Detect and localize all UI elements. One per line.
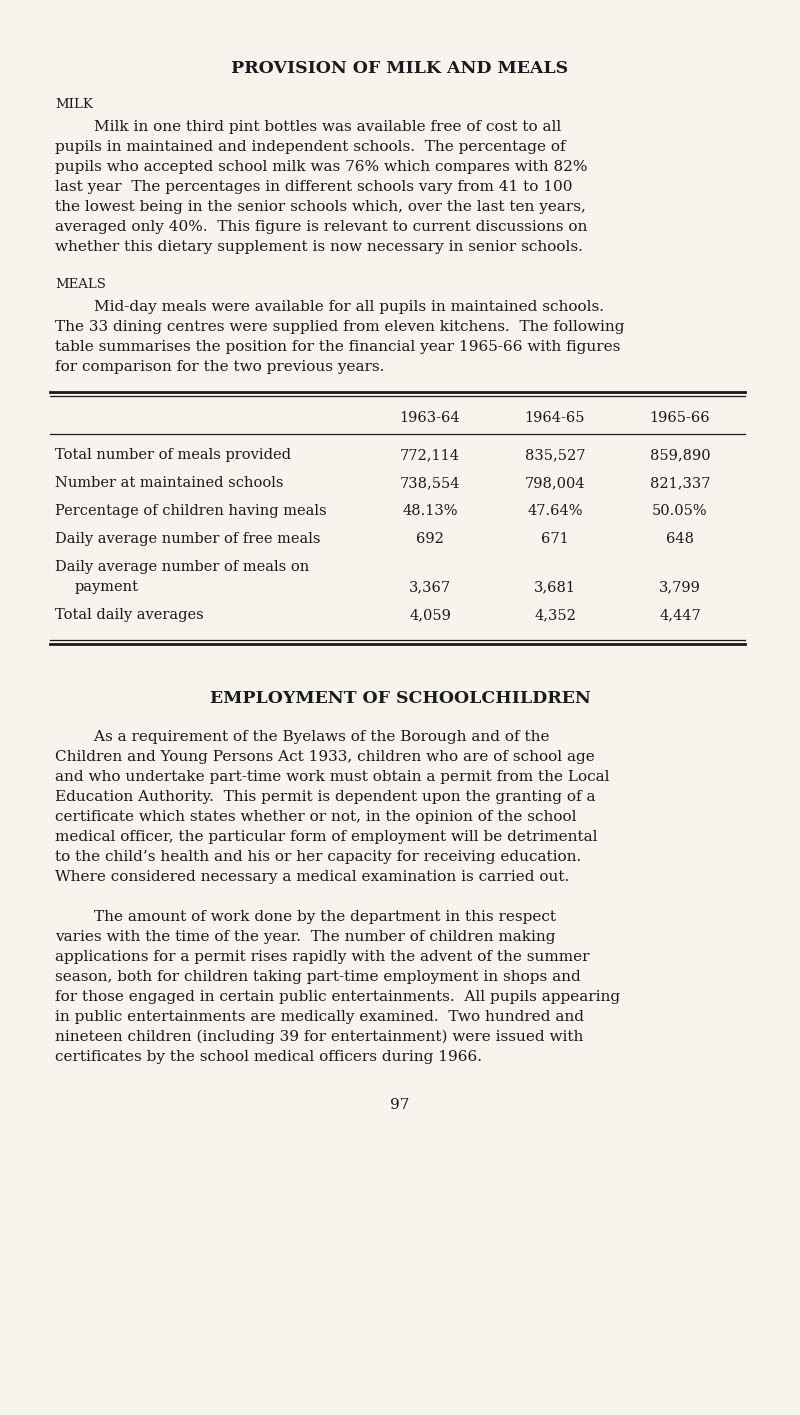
Text: As a requirement of the Byelaws of the Borough and of the: As a requirement of the Byelaws of the B… — [55, 730, 550, 744]
Text: 1965-66: 1965-66 — [650, 410, 710, 424]
Text: Daily average number of free meals: Daily average number of free meals — [55, 532, 321, 546]
Text: for those engaged in certain public entertainments.  All pupils appearing: for those engaged in certain public ente… — [55, 990, 620, 1005]
Text: to the child’s health and his or her capacity for receiving education.: to the child’s health and his or her cap… — [55, 850, 582, 865]
Text: 648: 648 — [666, 532, 694, 546]
Text: Children and Young Persons Act 1933, children who are of school age: Children and Young Persons Act 1933, chi… — [55, 750, 594, 764]
Text: table summarises the position for the financial year 1965-66 with figures: table summarises the position for the fi… — [55, 340, 620, 354]
Text: for comparison for the two previous years.: for comparison for the two previous year… — [55, 359, 384, 374]
Text: Milk in one third pint bottles was available free of cost to all: Milk in one third pint bottles was avail… — [55, 120, 562, 134]
Text: 47.64%: 47.64% — [527, 504, 582, 518]
Text: Education Authority.  This permit is dependent upon the granting of a: Education Authority. This permit is depe… — [55, 790, 595, 804]
Text: PROVISION OF MILK AND MEALS: PROVISION OF MILK AND MEALS — [231, 59, 569, 76]
Text: certificate which states whether or not, in the opinion of the school: certificate which states whether or not,… — [55, 809, 577, 824]
Text: Percentage of children having meals: Percentage of children having meals — [55, 504, 326, 518]
Text: in public entertainments are medically examined.  Two hundred and: in public entertainments are medically e… — [55, 1010, 584, 1024]
Text: The amount of work done by the department in this respect: The amount of work done by the departmen… — [55, 910, 556, 924]
Text: 692: 692 — [416, 532, 444, 546]
Text: Daily average number of meals on: Daily average number of meals on — [55, 560, 310, 574]
Text: 1964-65: 1964-65 — [525, 410, 586, 424]
Text: MEALS: MEALS — [55, 277, 106, 291]
Text: pupils who accepted school milk was 76% which compares with 82%: pupils who accepted school milk was 76% … — [55, 160, 587, 174]
Text: 3,367: 3,367 — [409, 580, 451, 594]
Text: nineteen children (including 39 for entertainment) were issued with: nineteen children (including 39 for ente… — [55, 1030, 583, 1044]
Text: 821,337: 821,337 — [650, 475, 710, 490]
Text: EMPLOYMENT OF SCHOOLCHILDREN: EMPLOYMENT OF SCHOOLCHILDREN — [210, 691, 590, 708]
Text: 4,059: 4,059 — [409, 608, 451, 623]
Text: and who undertake part-time work must obtain a permit from the Local: and who undertake part-time work must ob… — [55, 770, 610, 784]
Text: 4,447: 4,447 — [659, 608, 701, 623]
Text: whether this dietary supplement is now necessary in senior schools.: whether this dietary supplement is now n… — [55, 241, 583, 255]
Text: last year  The percentages in different schools vary from 41 to 100: last year The percentages in different s… — [55, 180, 573, 194]
Text: 1963-64: 1963-64 — [400, 410, 460, 424]
Text: Mid-day meals were available for all pupils in maintained schools.: Mid-day meals were available for all pup… — [55, 300, 604, 314]
Text: 48.13%: 48.13% — [402, 504, 458, 518]
Text: 50.05%: 50.05% — [652, 504, 708, 518]
Text: Total number of meals provided: Total number of meals provided — [55, 449, 291, 463]
Text: Where considered necessary a medical examination is carried out.: Where considered necessary a medical exa… — [55, 870, 570, 884]
Text: varies with the time of the year.  The number of children making: varies with the time of the year. The nu… — [55, 930, 555, 944]
Text: medical officer, the particular form of employment will be detrimental: medical officer, the particular form of … — [55, 831, 598, 843]
Text: 4,352: 4,352 — [534, 608, 576, 623]
Text: 738,554: 738,554 — [400, 475, 460, 490]
Text: 772,114: 772,114 — [400, 449, 460, 463]
Text: season, both for children taking part-time employment in shops and: season, both for children taking part-ti… — [55, 971, 581, 983]
Text: averaged only 40%.  This figure is relevant to current discussions on: averaged only 40%. This figure is releva… — [55, 219, 587, 233]
Text: Number at maintained schools: Number at maintained schools — [55, 475, 283, 490]
Text: MILK: MILK — [55, 98, 93, 110]
Text: 859,890: 859,890 — [650, 449, 710, 463]
Text: 835,527: 835,527 — [525, 449, 586, 463]
Text: applications for a permit rises rapidly with the advent of the summer: applications for a permit rises rapidly … — [55, 949, 590, 964]
Text: 798,004: 798,004 — [525, 475, 586, 490]
Text: 97: 97 — [390, 1098, 410, 1112]
Text: Total daily averages: Total daily averages — [55, 608, 204, 623]
Text: certificates by the school medical officers during 1966.: certificates by the school medical offic… — [55, 1050, 482, 1064]
Text: the lowest being in the senior schools which, over the last ten years,: the lowest being in the senior schools w… — [55, 200, 586, 214]
Text: pupils in maintained and independent schools.  The percentage of: pupils in maintained and independent sch… — [55, 140, 566, 154]
Text: 3,799: 3,799 — [659, 580, 701, 594]
Text: 671: 671 — [541, 532, 569, 546]
Text: 3,681: 3,681 — [534, 580, 576, 594]
Text: payment: payment — [75, 580, 139, 594]
Text: The 33 dining centres were supplied from eleven kitchens.  The following: The 33 dining centres were supplied from… — [55, 320, 625, 334]
